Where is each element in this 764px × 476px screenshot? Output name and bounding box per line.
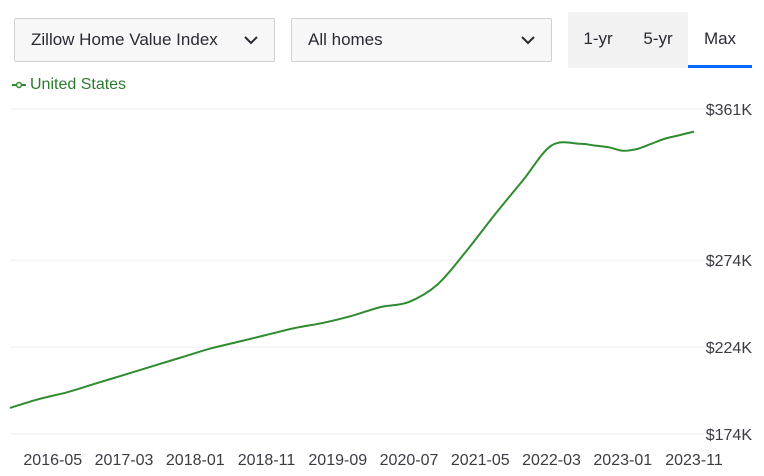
y-tick-label: $361K xyxy=(706,102,753,119)
metric-select-label: Zillow Home Value Index xyxy=(31,30,218,49)
x-tick-label: 2018-11 xyxy=(238,452,296,469)
y-tick-label: $274K xyxy=(706,253,753,270)
x-tick-label: 2016-05 xyxy=(23,452,82,469)
series-line-united-states xyxy=(9,130,695,409)
x-tick-label: 2023-11 xyxy=(665,452,723,469)
legend-label: United States xyxy=(30,76,127,93)
chevron-down-icon xyxy=(521,36,535,45)
chevron-down-icon xyxy=(244,36,258,45)
x-tick-label: 2018-01 xyxy=(166,452,225,469)
metric-select[interactable]: Zillow Home Value Index xyxy=(14,18,275,62)
tab-1-yr[interactable]: 1-yr xyxy=(583,28,613,48)
chart-legend: United States xyxy=(12,76,126,94)
x-tick-label: 2017-03 xyxy=(95,452,154,469)
x-tick-label: 2023-01 xyxy=(593,452,652,469)
y-tick-label: $224K xyxy=(706,340,753,357)
tab-max[interactable]: Max xyxy=(688,12,752,68)
line-point-icon xyxy=(12,81,26,89)
home-type-select[interactable]: All homes xyxy=(291,18,552,62)
x-tick-label: 2021-05 xyxy=(451,452,510,469)
tab-5-yr[interactable]: 5-yr xyxy=(643,28,673,48)
home-type-select-label: All homes xyxy=(308,30,383,49)
y-tick-label: $174K xyxy=(706,427,753,444)
range-tabs: 1-yr 5-yr Max xyxy=(568,12,752,68)
chart-controls: Zillow Home Value Index All homes 1-yr 5… xyxy=(0,12,764,68)
x-tick-label: 2022-03 xyxy=(522,452,581,469)
x-tick-label: 2020-07 xyxy=(380,452,439,469)
x-tick-label: 2019-09 xyxy=(308,452,367,469)
